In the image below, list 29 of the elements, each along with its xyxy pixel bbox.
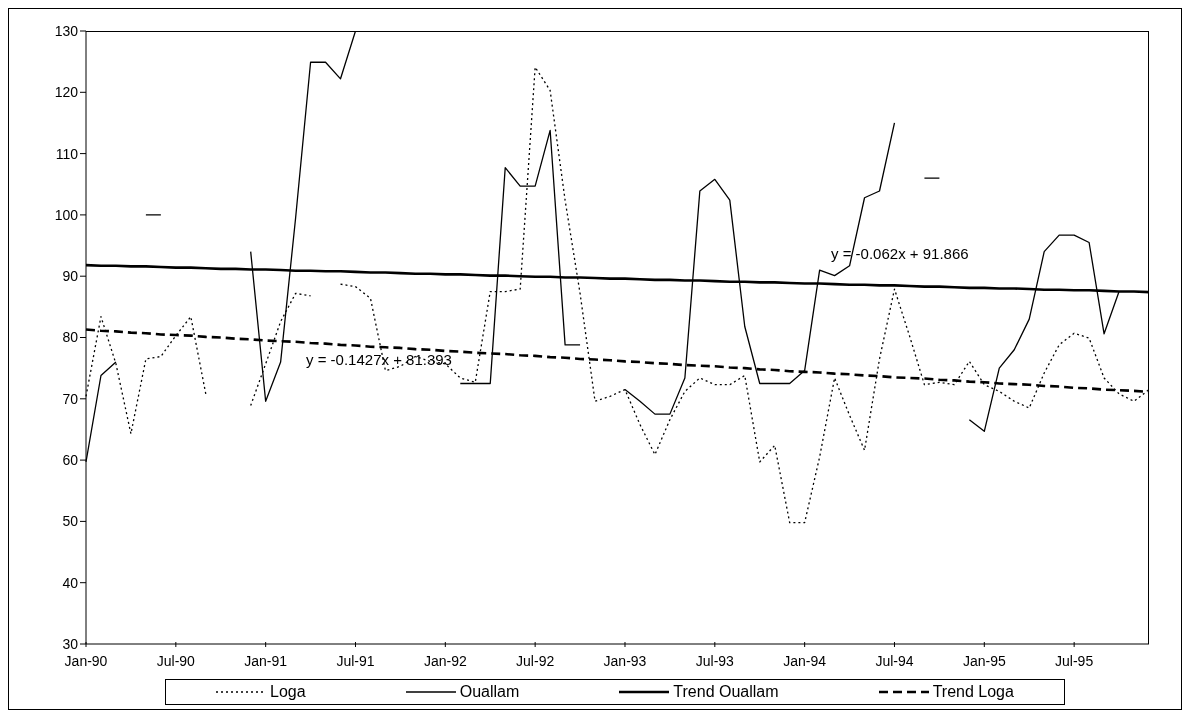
- y-tick-label: 120: [54, 84, 79, 101]
- y-tick-label: 60: [62, 452, 79, 469]
- y-tick-label: 30: [62, 635, 79, 652]
- x-tick-label: Jan-93: [603, 653, 647, 669]
- y-tick-label: 70: [62, 390, 79, 407]
- annotation: y = -0.1427x + 81.393: [306, 351, 452, 368]
- x-tick-label: Jul-90: [156, 653, 196, 669]
- annotation: y = -0.062x + 91.866: [831, 245, 969, 262]
- x-tick-label: Jan-95: [962, 653, 1006, 669]
- x-tick-label: Jan-90: [64, 653, 108, 669]
- legend-label: Trend Ouallam: [673, 683, 779, 701]
- y-tick-label: 80: [62, 329, 79, 346]
- legend-label: Loga: [270, 683, 306, 701]
- x-tick-label: Jul-91: [336, 653, 375, 669]
- y-tick-label: 110: [55, 145, 79, 162]
- x-tick-label: Jul-92: [516, 653, 555, 669]
- legend-label: Trend Loga: [932, 683, 1014, 701]
- y-tick-label: 90: [62, 268, 79, 285]
- x-tick-label: Jan-94: [783, 653, 827, 669]
- y-tick-label: 130: [54, 22, 79, 39]
- y-tick-label: 40: [62, 574, 79, 591]
- x-tick-label: Jul-94: [875, 653, 914, 669]
- legend-label: Ouallam: [459, 683, 520, 701]
- y-tick-label: 100: [54, 206, 79, 223]
- x-tick-label: Jul-95: [1055, 653, 1094, 669]
- x-tick-label: Jul-93: [695, 653, 735, 669]
- y-tick-label: 50: [62, 513, 79, 530]
- x-tick-label: Jan-92: [423, 653, 467, 669]
- x-tick-label: Jan-91: [244, 653, 288, 669]
